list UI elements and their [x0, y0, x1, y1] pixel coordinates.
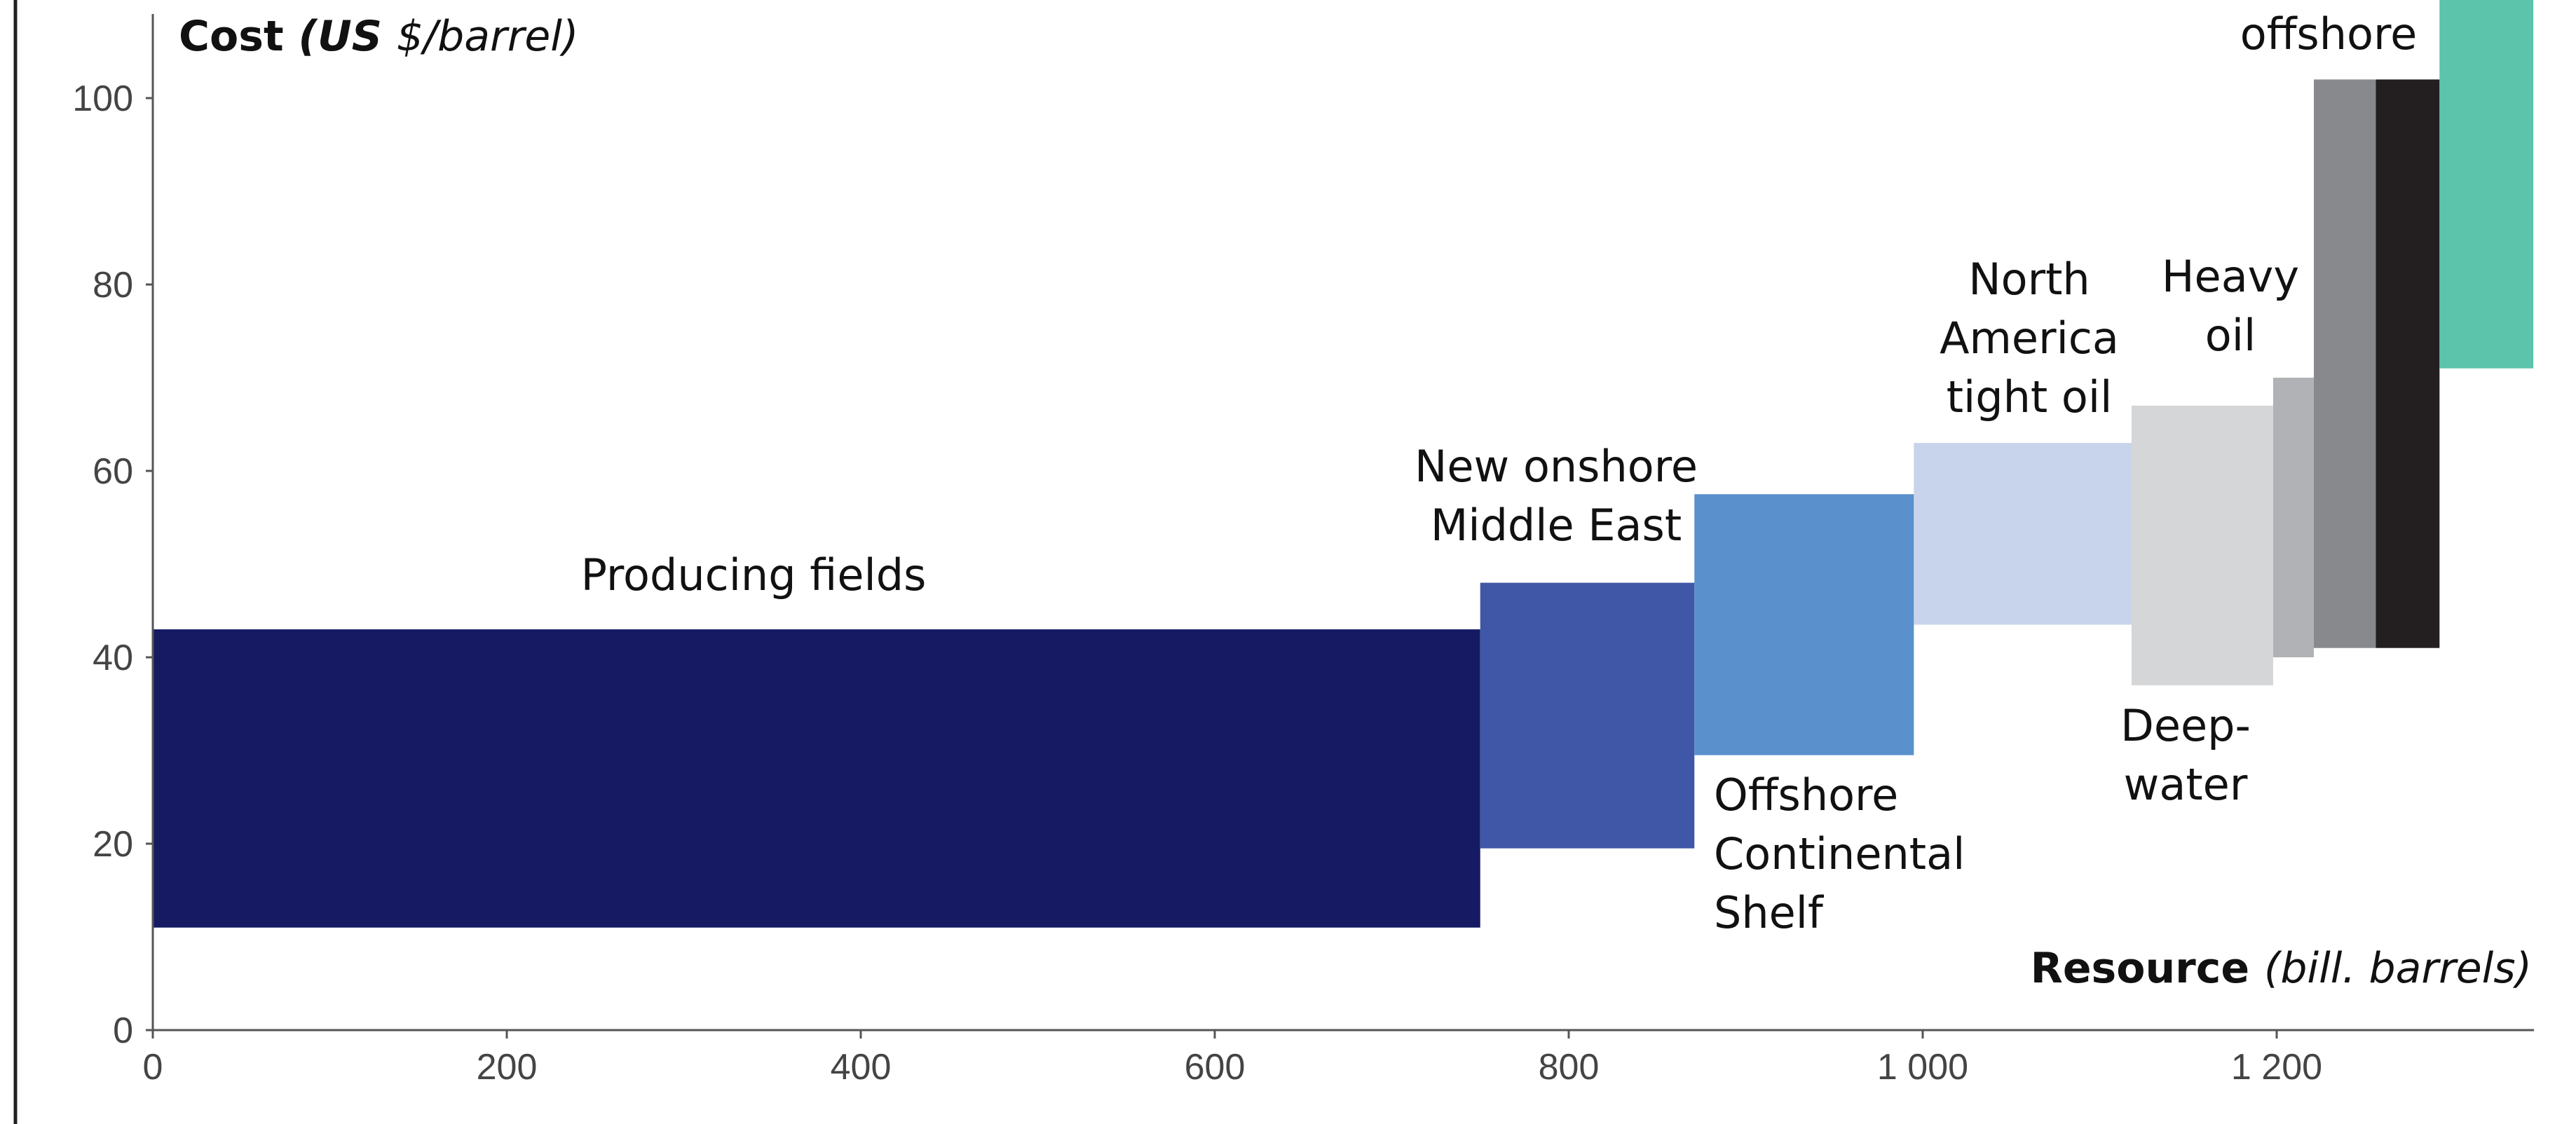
bar-segment-2: [1694, 494, 1914, 755]
bar-segment-7: [2376, 79, 2440, 648]
segment-label-3-line-0: North: [1968, 254, 2090, 305]
segment-label-2-line-1: Continental: [1714, 828, 1965, 879]
bar-segment-3: [1914, 443, 2132, 625]
axis-titles: Cost (US $/barrel) Resource (bill. barrel…: [179, 12, 2532, 993]
y-axis-title-part-0: Cost: [179, 12, 299, 61]
x-axis-title-part-0: Resource: [2031, 944, 2264, 993]
x-tick-label-3: 600: [1185, 1047, 1246, 1088]
y-tick-label-4: 80: [93, 265, 133, 306]
y-tick-label-0: 0: [113, 1010, 133, 1051]
bar-segment-1: [1480, 582, 1695, 849]
segment-label-3-line-2: tight oil: [1947, 371, 2113, 423]
segment-label-1-line-1: Middle East: [1431, 500, 1682, 551]
segment-label-5-line-1: oil: [2205, 310, 2256, 361]
y-axis-title-part-2: $/barrel): [397, 12, 579, 61]
segment-label-4-line-0: Deep-: [2120, 700, 2251, 751]
x-tick-label-0: 0: [143, 1047, 163, 1088]
segment-label-2-line-2: Shelf: [1714, 887, 1825, 938]
segment-label-1-line-0: New onshore: [1415, 441, 1698, 492]
bar-segment-6: [2314, 79, 2376, 648]
x-tick-label-1: 200: [477, 1047, 538, 1088]
segment-labels: Producing fields New onshore Middle East Of…: [581, 8, 2418, 938]
x-tick-label-5: 1 000: [1877, 1047, 1968, 1088]
x-tick-label-6: 1 200: [2231, 1047, 2322, 1088]
y-axis-title-part-1: (US: [299, 12, 397, 61]
segment-label-5-line-0: Heavy: [2162, 251, 2299, 302]
x-tick-label-2: 400: [831, 1047, 892, 1088]
y-tick-label-1: 20: [93, 824, 133, 865]
y-tick-label-2: 40: [93, 638, 133, 678]
bar-segment-5: [2272, 378, 2315, 657]
y-tick-label-3: 60: [93, 451, 133, 492]
segment-label-3-line-1: America: [1940, 313, 2119, 364]
bar-segment-8: [2439, 0, 2534, 369]
segment-label-2-line-0: Offshore: [1714, 769, 1898, 821]
x-axis-title-part-1: (bill. barrels): [2264, 944, 2532, 993]
bars: [153, 0, 2534, 928]
x-tick-label-4: 800: [1539, 1047, 1600, 1088]
bar-segment-4: [2131, 405, 2273, 685]
x-axis-title: Resource (bill. barrels): [2031, 944, 2532, 993]
y-axis-title: Cost (US $/barrel): [179, 12, 578, 61]
segment-label-8-line-0: offshore: [2240, 8, 2417, 60]
segment-label-4-line-1: water: [2124, 759, 2248, 810]
bar-segment-0: [153, 629, 1480, 928]
y-tick-label-5: 100: [72, 78, 133, 119]
segment-label-0-line-0: Producing fields: [581, 549, 927, 601]
